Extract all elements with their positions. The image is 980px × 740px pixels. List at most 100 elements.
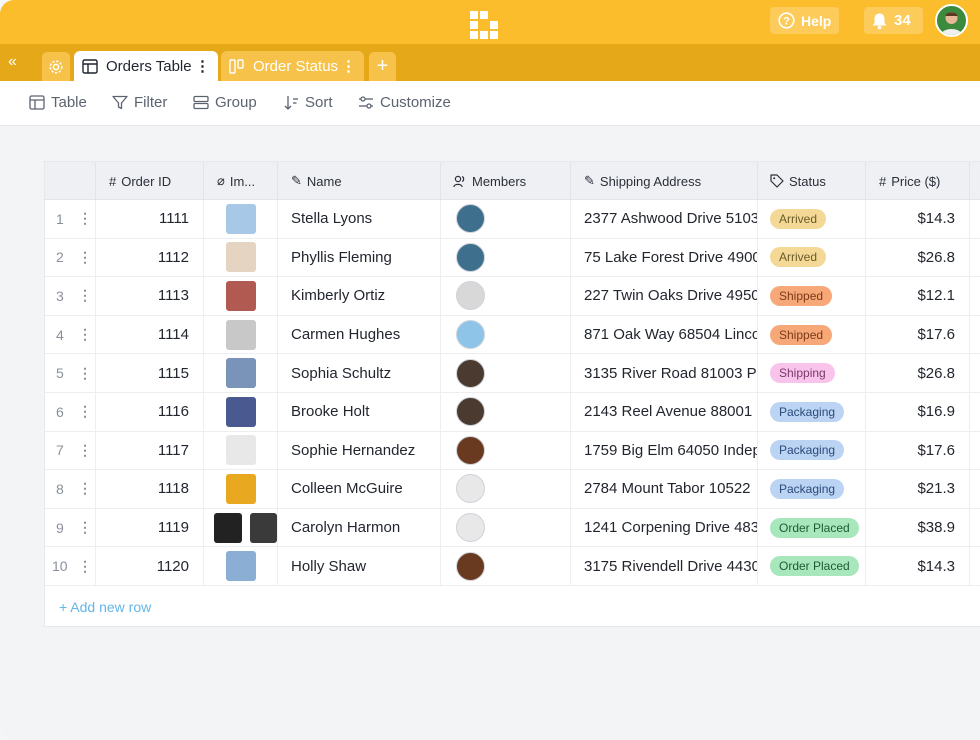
name-cell[interactable]: Phyllis Fleming [278,238,441,277]
table-row[interactable]: 2 ⋮ 1112 Phyllis Fleming 75 Lake Forest … [45,238,980,278]
images-cell[interactable] [204,354,278,392]
member-avatar[interactable] [456,513,485,543]
order-id-cell[interactable]: 1117 [96,431,204,470]
column-header-price[interactable]: # Price ($) [866,162,970,200]
customize-button[interactable]: Customize [358,94,451,111]
row-menu-icon[interactable]: ⋮ [78,403,92,420]
settings-tab[interactable] [42,52,70,81]
order-id-cell[interactable]: 1116 [96,393,204,431]
member-avatar[interactable] [456,474,485,504]
row-menu-icon[interactable]: ⋮ [78,248,92,265]
column-header-images[interactable]: ⌀ Im... [204,162,278,200]
address-cell[interactable]: 1241 Corpening Drive 48304 [571,508,758,547]
address-cell[interactable]: 2377 Ashwood Drive 51030 [571,200,758,238]
status-cell[interactable]: Shipping [758,354,866,392]
app-logo-icon[interactable] [469,10,499,40]
status-cell[interactable]: Order Placed [758,508,866,547]
images-cell[interactable] [204,431,278,470]
name-cell[interactable]: Carmen Hughes [278,315,441,354]
name-cell[interactable]: Brooke Holt [278,393,441,431]
address-cell[interactable]: 3135 River Road 81003 Pueblo [571,354,758,392]
row-menu-icon[interactable]: ⋮ [78,287,92,304]
order-id-cell[interactable]: 1113 [96,277,204,315]
product-thumbnail[interactable] [225,319,256,350]
column-header-members[interactable]: Members [441,162,571,200]
member-avatar[interactable] [456,551,485,581]
name-cell[interactable]: Colleen McGuire [278,470,441,508]
price-cell[interactable]: $17.6 [866,315,970,354]
tab-menu-icon[interactable]: ⋮ [341,58,356,75]
tab-order-status[interactable]: Order Status ⋮ [221,51,364,81]
images-cell[interactable] [204,393,278,431]
images-cell[interactable] [204,508,278,547]
member-avatar[interactable] [456,242,485,272]
status-cell[interactable]: Packaging [758,431,866,470]
order-id-cell[interactable]: 1112 [96,238,204,277]
table-row[interactable]: 4 ⋮ 1114 Carmen Hughes 871 Oak Way 68504… [45,315,980,355]
product-thumbnail[interactable] [225,358,256,389]
name-cell[interactable]: Kimberly Ortiz [278,277,441,315]
column-header-shipping-address[interactable]: ✎ Shipping Address [571,162,758,200]
filter-button[interactable]: Filter [112,94,167,111]
images-cell[interactable] [204,238,278,277]
product-thumbnail[interactable] [214,512,242,543]
price-cell[interactable]: $26.8 [866,238,970,277]
images-cell[interactable] [204,315,278,354]
product-thumbnail[interactable] [225,473,256,504]
address-cell[interactable]: 2143 Reel Avenue 88001 [571,393,758,431]
name-cell[interactable]: Carolyn Harmon [278,508,441,547]
name-cell[interactable]: Stella Lyons [278,200,441,238]
status-cell[interactable]: Arrived [758,238,866,277]
status-cell[interactable]: Shipped [758,277,866,315]
order-id-cell[interactable]: 1118 [96,470,204,508]
row-menu-icon[interactable]: ⋮ [78,441,92,458]
members-cell[interactable] [441,508,571,547]
price-cell[interactable]: $14.3 [866,547,970,585]
row-menu-icon[interactable]: ⋮ [78,480,92,497]
order-id-cell[interactable]: 1115 [96,354,204,392]
order-id-cell[interactable]: 1119 [96,508,204,547]
members-cell[interactable] [441,393,571,431]
member-avatar[interactable] [456,281,485,311]
images-cell[interactable] [204,470,278,508]
member-avatar[interactable] [456,435,485,465]
tab-orders-table[interactable]: Orders Table ⋮ [74,51,218,81]
row-menu-icon[interactable]: ⋮ [78,557,92,574]
address-cell[interactable]: 75 Lake Forest Drive 49001 [571,238,758,277]
images-cell[interactable] [204,277,278,315]
table-row[interactable]: 5 ⋮ 1115 Sophia Schultz 3135 River Road … [45,354,980,393]
column-header-order-id[interactable]: # Order ID [96,162,204,200]
product-thumbnail[interactable] [225,551,256,582]
address-cell[interactable]: 3175 Rivendell Drive 44301 [571,547,758,585]
add-new-row-button[interactable]: + Add new row [59,599,152,615]
table-row[interactable]: 6 ⋮ 1116 Brooke Holt 2143 Reel Avenue 88… [45,393,980,432]
price-cell[interactable]: $38.9 [866,508,970,547]
name-cell[interactable]: Holly Shaw [278,547,441,585]
members-cell[interactable] [441,470,571,508]
members-cell[interactable] [441,200,571,238]
price-cell[interactable]: $26.8 [866,354,970,392]
images-cell[interactable] [204,547,278,585]
group-button[interactable]: Group [193,94,257,111]
price-cell[interactable]: $12.1 [866,277,970,315]
view-table-button[interactable]: Table [29,94,87,111]
row-menu-icon[interactable]: ⋮ [78,326,92,343]
price-cell[interactable]: $14.3 [866,200,970,238]
user-avatar[interactable] [935,4,968,37]
table-row[interactable]: 7 ⋮ 1117 Sophie Hernandez 1759 Big Elm 6… [45,431,980,471]
member-avatar[interactable] [456,204,485,234]
column-header-name[interactable]: ✎ Name [278,162,441,200]
price-cell[interactable]: $21.3 [866,470,970,508]
table-row[interactable]: 9 ⋮ 1119 Carolyn Harmon 1241 Corpening D… [45,508,980,548]
table-row[interactable]: 3 ⋮ 1113 Kimberly Ortiz 227 Twin Oaks Dr… [45,277,980,316]
address-cell[interactable]: 2784 Mount Tabor 10522 [571,470,758,508]
address-cell[interactable]: 1759 Big Elm 64050 Independence [571,431,758,470]
members-cell[interactable] [441,431,571,470]
order-id-cell[interactable]: 1111 [96,200,204,238]
members-cell[interactable] [441,315,571,354]
order-id-cell[interactable]: 1114 [96,315,204,354]
order-id-cell[interactable]: 1120 [96,547,204,585]
product-thumbnail[interactable] [225,242,256,273]
name-cell[interactable]: Sophia Schultz [278,354,441,392]
row-menu-icon[interactable]: ⋮ [78,519,92,536]
